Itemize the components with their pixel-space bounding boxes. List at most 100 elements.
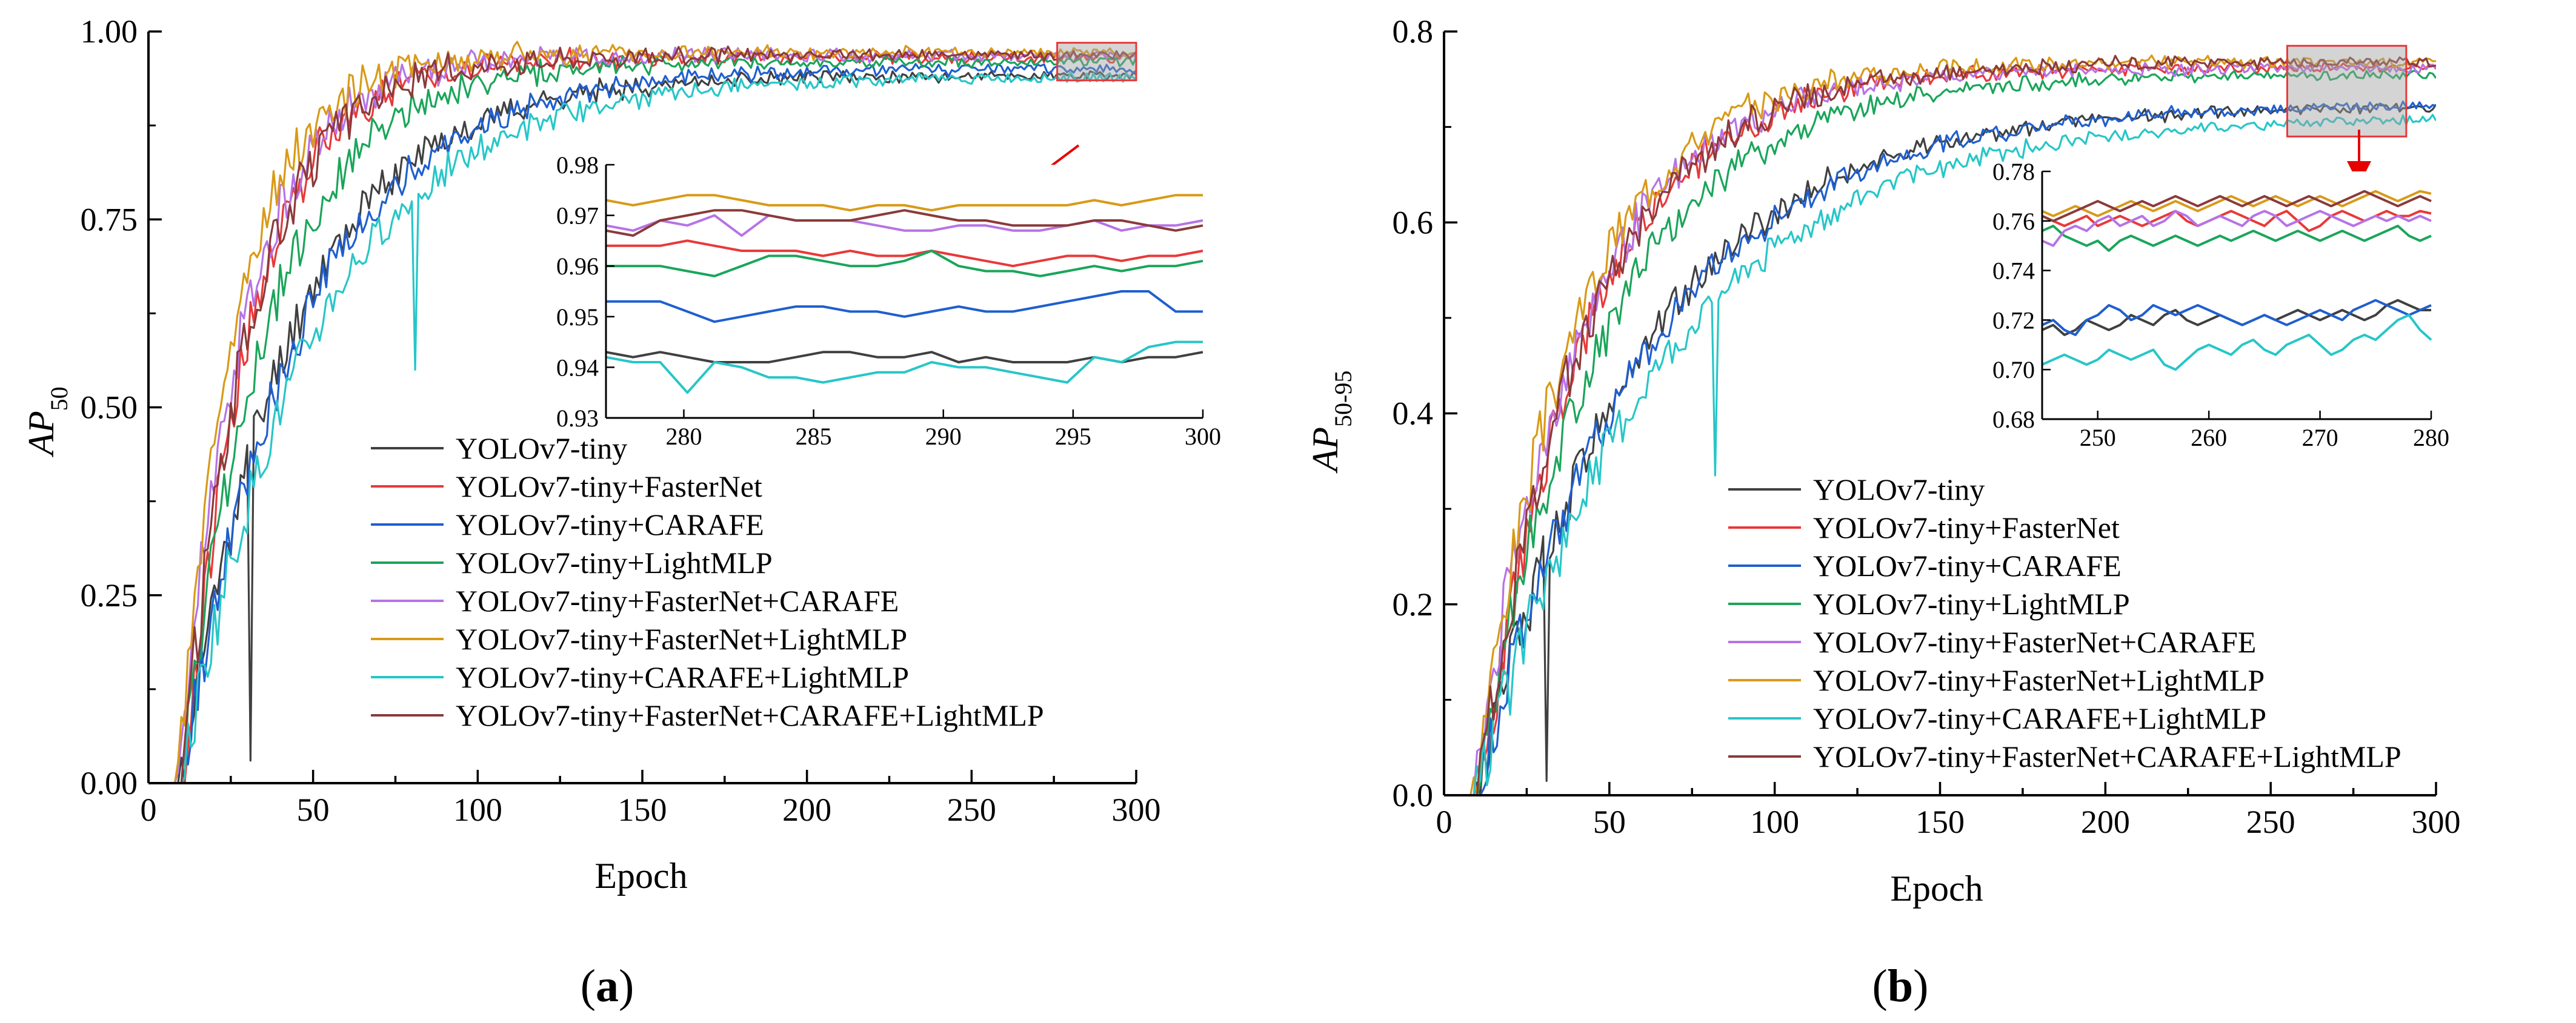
panel-a-y-tick-label: 1.00 bbox=[81, 13, 138, 50]
panel-a-inset-y-tick-label: 0.93 bbox=[556, 405, 599, 432]
panel-b-y-axis-label-main: AP bbox=[1305, 427, 1345, 474]
panel-a-inset-x-tick-label: 285 bbox=[796, 423, 832, 450]
panel-b-legend-label-4: YOLOv7-tiny+LightMLP bbox=[1813, 587, 2130, 621]
panel-a-x-tick-label: 100 bbox=[453, 792, 502, 828]
panel-a-y-axis-label-main: AP bbox=[21, 411, 61, 457]
panel-a-inset-y-tick-label: 0.97 bbox=[556, 202, 599, 230]
panel-b-legend-label-8: YOLOv7-tiny+FasterNet+CARAFE+LightMLP bbox=[1813, 740, 2401, 773]
panel-a-inset-series-line-7 bbox=[605, 340, 1203, 394]
panel-a-legend-label-4: YOLOv7-tiny+LightMLP bbox=[456, 546, 773, 580]
panel-a-inset-background bbox=[606, 165, 1203, 418]
panel-a-series-layer bbox=[151, 41, 1136, 783]
panel-a: 0 50 100 150 200 250 300 0.00 0.25 0.50 0.75 1.00 28… bbox=[21, 13, 1221, 1011]
panel-b-series-line-4 bbox=[1447, 69, 2436, 795]
panel-a-inset-series-line-5 bbox=[605, 214, 1203, 237]
panel-b-label-close-paren: ) bbox=[1913, 961, 1928, 1011]
panel-b-inset-y-tick-label: 0.78 bbox=[1992, 158, 2035, 185]
panel-a-legend-label-2: YOLOv7-tiny+FasterNet bbox=[456, 469, 762, 503]
panel-a-inset-y-tick-label: 0.96 bbox=[556, 253, 599, 280]
panel-b-x-tick-label: 200 bbox=[2081, 804, 2130, 840]
panel-b-x-tick-label: 100 bbox=[1750, 804, 1799, 840]
panel-b-label-letter: b bbox=[1888, 961, 1913, 1011]
panel-b-inset-y-tick-label: 0.76 bbox=[1992, 208, 2035, 235]
panel-a-x-tick-label: 50 bbox=[297, 792, 330, 828]
panel-b-inset-series-line-7 bbox=[2042, 314, 2432, 371]
panel-a-legend-label-6: YOLOv7-tiny+FasterNet+LightMLP bbox=[456, 622, 907, 656]
panel-a-legend-label-7: YOLOv7-tiny+CARAFE+LightMLP bbox=[456, 660, 909, 694]
panel-b-inset-x-tick-label: 280 bbox=[2413, 424, 2449, 451]
panel-a-inset-y-tick-label: 0.95 bbox=[556, 303, 599, 331]
panel-a-inset-series-line-2 bbox=[606, 239, 1203, 268]
panel-a-axes-layer: 0 50 100 150 200 250 300 0.00 0.25 0.50 0.75 1.00 28… bbox=[81, 13, 1222, 828]
panel-a-legend-label-5: YOLOv7-tiny+FasterNet+CARAFE bbox=[456, 584, 899, 618]
panel-b-series-line-7 bbox=[1447, 114, 2436, 795]
panel-b-legend-label-6: YOLOv7-tiny+FasterNet+LightMLP bbox=[1813, 663, 2265, 697]
panel-a-x-tick-label: 200 bbox=[782, 792, 831, 828]
panel-b-y-tick-label: 0.8 bbox=[1393, 13, 1434, 50]
panel-a-y-axis-label: AP50 bbox=[21, 386, 73, 457]
panel-b-inset-y-tick-label: 0.74 bbox=[1992, 257, 2035, 285]
panel-b-legend-label-2: YOLOv7-tiny+FasterNet bbox=[1813, 511, 2120, 545]
panel-a-label-open-paren: ( bbox=[581, 961, 596, 1011]
panel-a-y-tick-label: 0.00 bbox=[81, 765, 138, 801]
panel-b-series-line-8 bbox=[1447, 55, 2436, 795]
panel-b-inset-series-line-4 bbox=[2042, 225, 2432, 252]
panel-a-y-tick-label: 0.50 bbox=[81, 389, 138, 426]
panel-b-inset-series-line-6 bbox=[2042, 190, 2432, 217]
panel-a-x-axis-label: Epoch bbox=[594, 856, 687, 896]
panel-a-series-line-7 bbox=[151, 71, 1136, 783]
panel-a-legend-label-8: YOLOv7-tiny+FasterNet+CARAFE+LightMLP bbox=[456, 698, 1044, 732]
panel-b-inset-y-tick-label: 0.72 bbox=[1992, 306, 2035, 334]
panel-a-inset-x-tick-label: 290 bbox=[925, 423, 962, 450]
panel-b-legend-label-1: YOLOv7-tiny bbox=[1813, 472, 1985, 506]
panel-a-y-tick-label: 0.25 bbox=[81, 577, 138, 614]
panel-a-inset-series-line-6 bbox=[605, 194, 1203, 212]
panel-b-inset-x-tick-label: 250 bbox=[2080, 424, 2116, 451]
panel-a-legend-label-1: YOLOv7-tiny bbox=[456, 431, 627, 465]
panel-b-legend-label-5: YOLOv7-tiny+FasterNet+CARAFE bbox=[1813, 625, 2256, 659]
panel-b-inset-y-tick-label: 0.68 bbox=[1992, 406, 2035, 433]
panel-b-legend: YOLOv7-tiny YOLOv7-tiny+FasterNet YOLOv7-t… bbox=[1728, 472, 2401, 773]
panel-a-x-tick-label: 150 bbox=[618, 792, 667, 828]
panel-b-inset-series-line-5 bbox=[2042, 210, 2432, 247]
panel-b-y-tick-label: 0.6 bbox=[1393, 204, 1434, 240]
panel-b-series-layer bbox=[1447, 54, 2436, 795]
panel-a-y-axis-label-sub: 50 bbox=[45, 386, 73, 411]
panel-a-inset-x-tick-label: 300 bbox=[1185, 423, 1221, 450]
panel-a-inset-series-line-4 bbox=[606, 250, 1203, 277]
panel-a-inset-y-tick-label: 0.98 bbox=[556, 151, 599, 179]
panel-b-label-open-paren: ( bbox=[1872, 961, 1888, 1011]
panel-a-legend: YOLOv7-tiny YOLOv7-tiny+FasterNet YOLOv7-t… bbox=[371, 431, 1044, 732]
panel-a-inset-x-tick-label: 280 bbox=[665, 423, 702, 450]
panel-b-series-line-3 bbox=[1447, 101, 2436, 795]
panel-b-legend-label-7: YOLOv7-tiny+CARAFE+LightMLP bbox=[1813, 701, 2266, 735]
panel-a-inset: 280 285 290 295 300 0.93 0.94 0.95 0.96 0.97 0.98 bbox=[556, 151, 1221, 450]
panel-b-zoom-region bbox=[2286, 45, 2408, 137]
panel-a-y-tick-label: 0.75 bbox=[81, 201, 138, 237]
panel-b-y-tick-label: 0.2 bbox=[1393, 586, 1434, 623]
panel-a-series-line-1 bbox=[151, 70, 1136, 783]
panel-b-inset-series-line-8 bbox=[2042, 190, 2432, 222]
panel-a-label: (a) bbox=[581, 961, 634, 1011]
panel-a-inset-series-line-3 bbox=[606, 290, 1203, 323]
panel-a-series-line-8 bbox=[151, 45, 1136, 783]
panel-b-inset-x-tick-label: 270 bbox=[2302, 424, 2338, 451]
panel-b-legend-label-3: YOLOv7-tiny+CARAFE bbox=[1813, 549, 2122, 583]
panel-a-legend-label-3: YOLOv7-tiny+CARAFE bbox=[456, 508, 764, 541]
panel-b-x-tick-label: 50 bbox=[1593, 804, 1626, 840]
panel-b-inset-x-tick-label: 260 bbox=[2191, 424, 2227, 451]
panel-b-series-line-2 bbox=[1447, 61, 2436, 795]
panel-b-y-axis-label: AP50-95 bbox=[1305, 371, 1357, 474]
panel-b-series-line-6 bbox=[1447, 54, 2436, 795]
panel-a-x-tick-label: 250 bbox=[947, 792, 996, 828]
panel-a-inset-y-tick-label: 0.94 bbox=[556, 354, 599, 381]
panel-a-label-close-paren: ) bbox=[619, 961, 634, 1011]
panel-b-inset-series-line-3 bbox=[2042, 299, 2432, 336]
panel-b-x-axis-label: Epoch bbox=[1890, 869, 1983, 909]
panel-b-inset: 250 260 270 280 0.68 0.70 0.72 0.74 0.76 0.78 bbox=[1992, 158, 2449, 451]
panel-b-y-axis-label-sub: 50-95 bbox=[1330, 371, 1357, 427]
